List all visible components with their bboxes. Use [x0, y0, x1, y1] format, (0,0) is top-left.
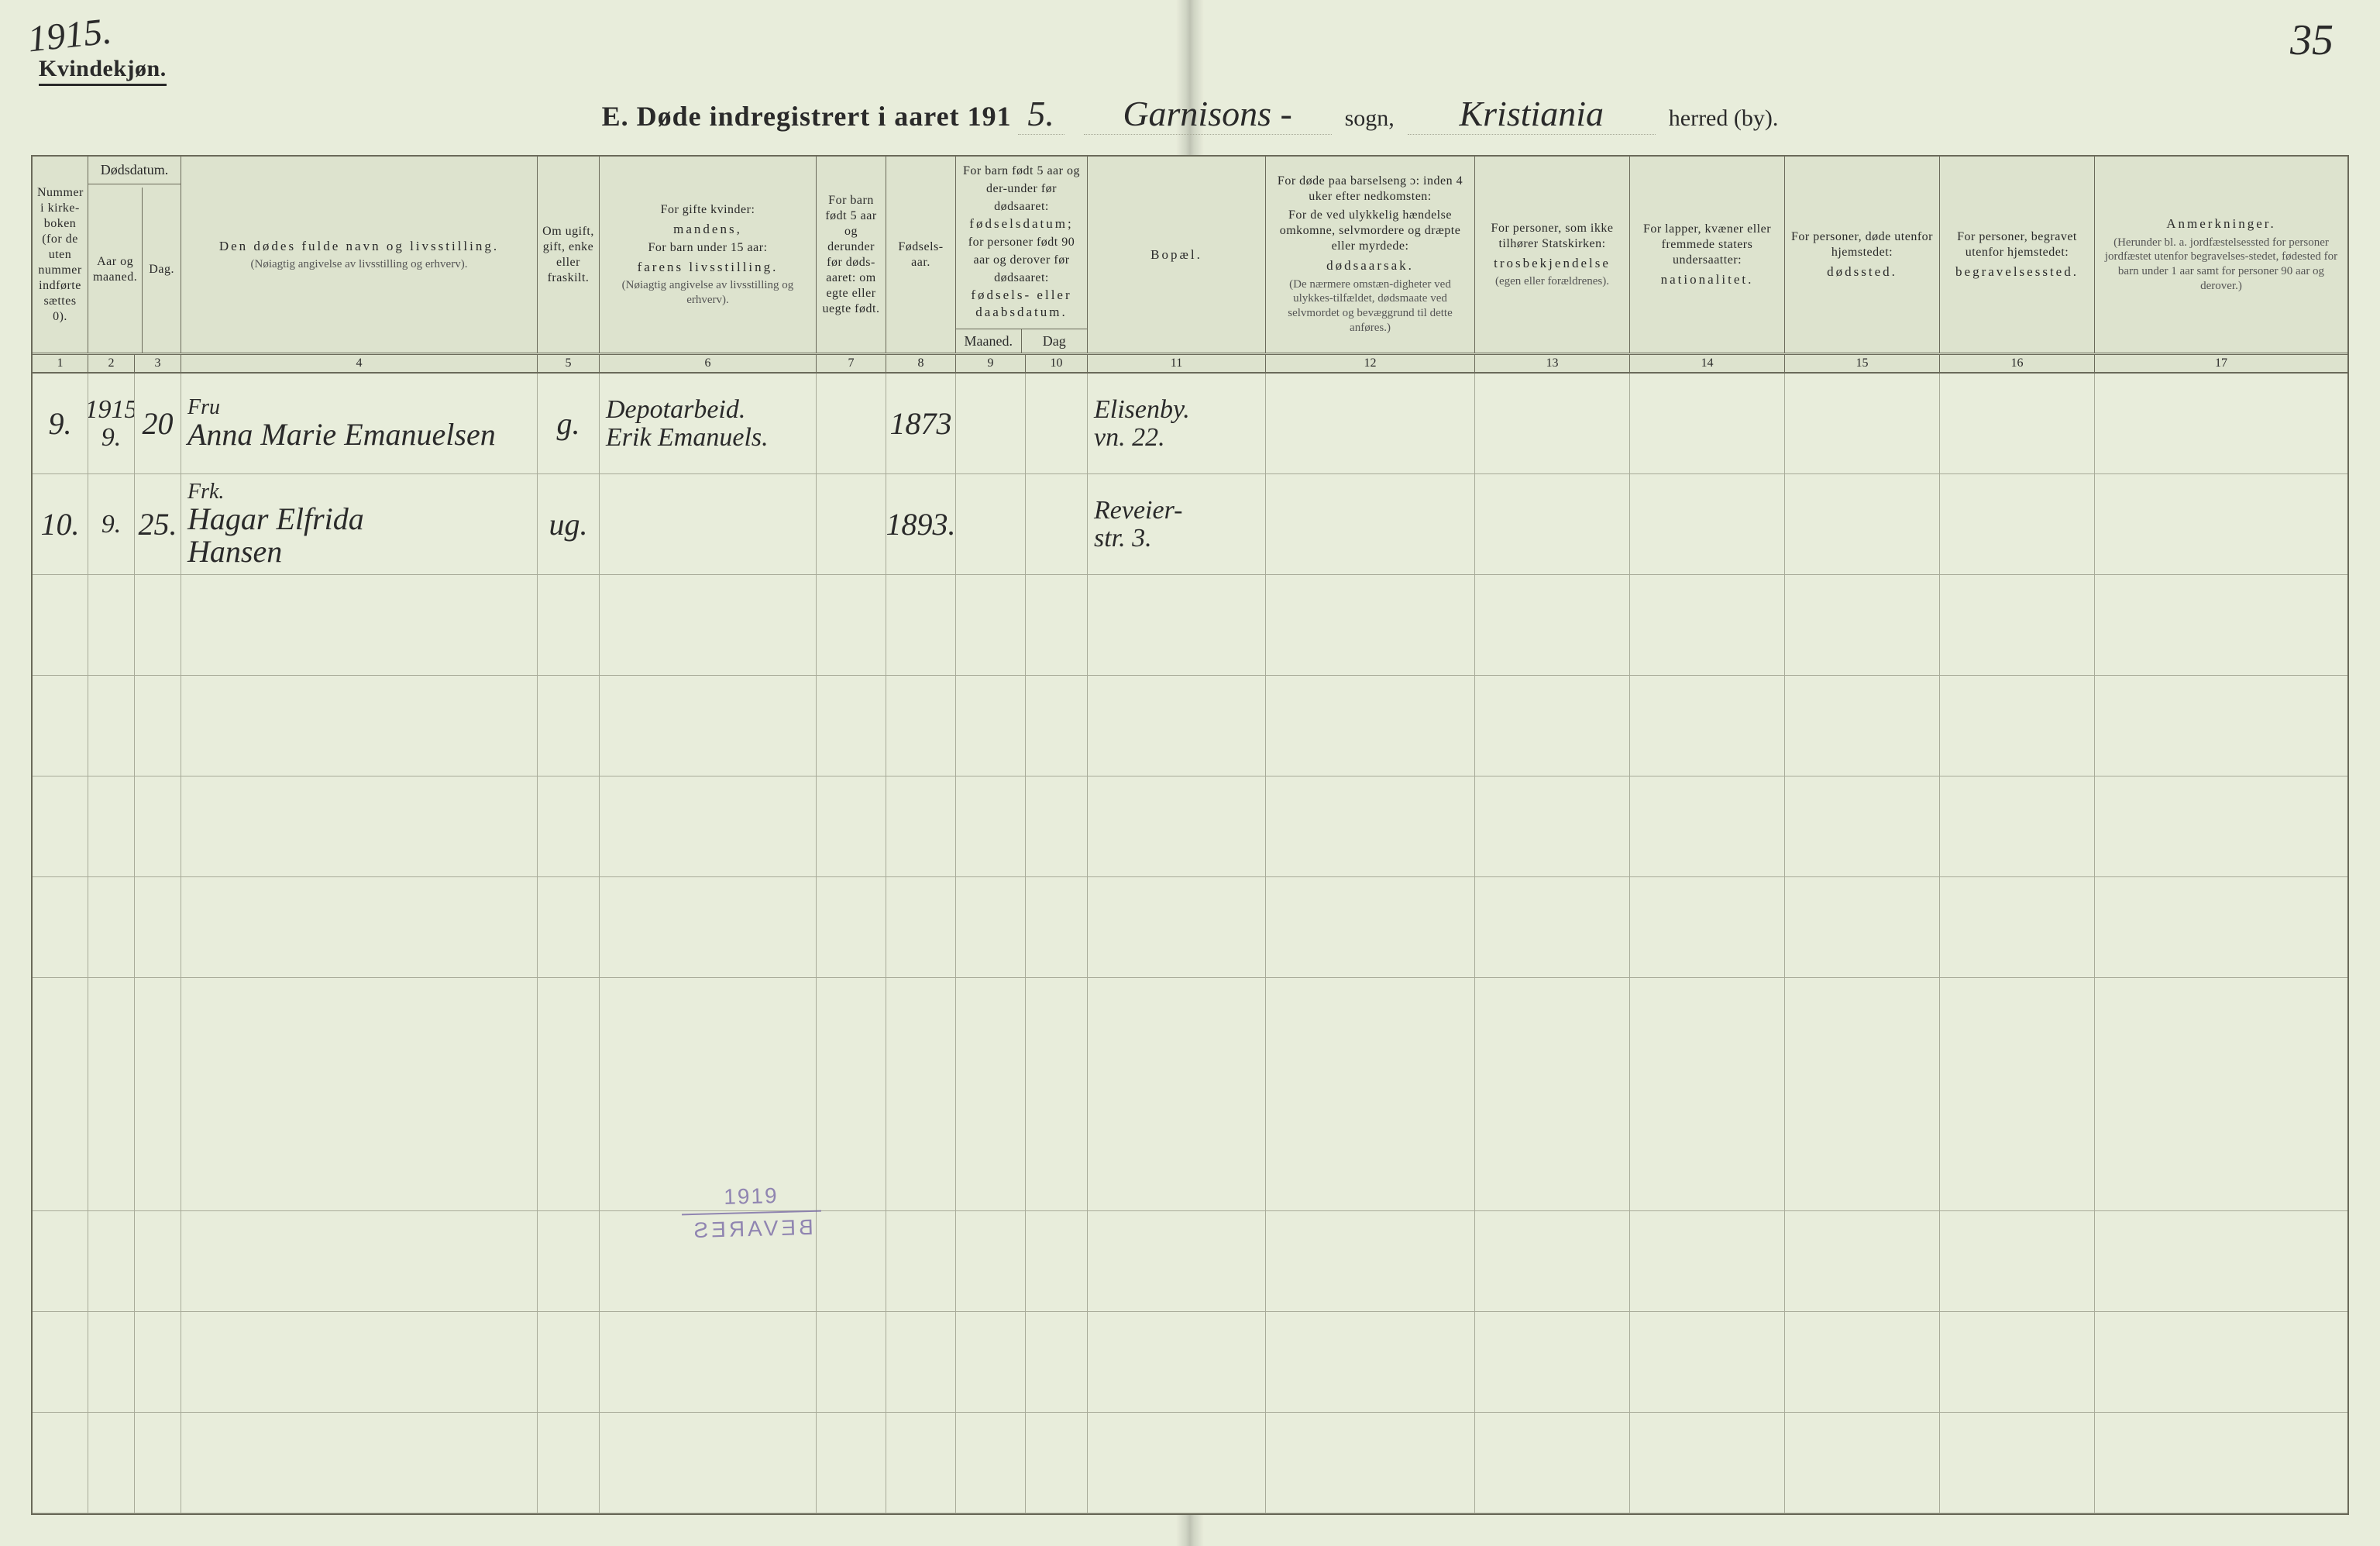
- cell-spouse: [600, 474, 817, 574]
- year-suffix: 5.: [1018, 93, 1064, 135]
- cell-cause: [1266, 474, 1475, 574]
- table-row-empty: [33, 676, 2347, 776]
- cell-anm: [2095, 374, 2347, 473]
- label-herred: herred (by).: [1669, 105, 1779, 131]
- archive-stamp: 1919 BEVARES: [681, 1181, 822, 1245]
- gender-heading: Kvindekjøn.: [39, 56, 167, 86]
- parish-name: Garnisons -: [1084, 93, 1332, 135]
- label-sogn: sogn,: [1345, 105, 1395, 131]
- cell-begrav: [1940, 374, 2095, 473]
- col-9-10-fodselsdatum: For barn født 5 aar og der-under før død…: [956, 157, 1088, 353]
- title-prefix: E. Døde indregistrert i aaret 191: [602, 101, 1012, 132]
- table-row-empty: [33, 1413, 2347, 1513]
- cell-dodssted: [1785, 474, 1940, 574]
- cell-birthyear: 1893.: [886, 474, 956, 574]
- cell-cause: [1266, 374, 1475, 473]
- table-row-empty: [33, 776, 2347, 877]
- col-6-spouse: For gifte kvinder: mandens, For barn und…: [600, 157, 817, 353]
- table-header: Nummer i kirke-boken (for de uten nummer…: [33, 157, 2347, 355]
- table-body: 9. 1915 9. 20 Fru Anna Marie Emanuelsen …: [33, 374, 2347, 1513]
- table-row-empty: [33, 1312, 2347, 1413]
- table-row-empty: [33, 1211, 2347, 1312]
- cell-day: 20: [135, 374, 181, 473]
- col-17-anm: Anmerkninger. (Herunder bl. a. jordfæste…: [2095, 157, 2347, 353]
- cell-anm: [2095, 474, 2347, 574]
- cell-tros: [1475, 474, 1630, 574]
- col-12-aarsak: For døde paa barselseng ɔ: inden 4 uker …: [1266, 157, 1475, 353]
- cell-no: 9.: [33, 374, 88, 473]
- col-13-tros: For personer, som ikke tilhører Statskir…: [1475, 157, 1630, 353]
- cell-nation: [1630, 374, 1785, 473]
- col-7-egte: For barn født 5 aar og derunder før døds…: [817, 157, 886, 353]
- title-line: E. Døde indregistrert i aaret 1915. Garn…: [0, 93, 2380, 135]
- col-14-nation: For lapper, kvæner eller fremmede stater…: [1630, 157, 1785, 353]
- cell-no: 10.: [33, 474, 88, 574]
- cell-birthyear: 1873: [886, 374, 956, 473]
- cell-egte: [817, 374, 886, 473]
- cell-year-month: 9.: [88, 474, 135, 574]
- table-row: 9. 1915 9. 20 Fru Anna Marie Emanuelsen …: [33, 374, 2347, 474]
- cell-day: 25.: [135, 474, 181, 574]
- cell-civil: ug.: [538, 474, 600, 574]
- col-5-civil: Om ugift, gift, enke eller fraskilt.: [538, 157, 600, 353]
- table-row-empty: [33, 877, 2347, 978]
- cell-egte: [817, 474, 886, 574]
- corner-page-number: 35: [2290, 15, 2334, 65]
- col-4-navn: Den dødes fulde navn og livsstilling. (N…: [181, 157, 538, 353]
- col-16-begrav: For personer, begravet utenfor hjemstede…: [1940, 157, 2095, 353]
- cell-birth-month: [956, 374, 1026, 473]
- column-number-row: 1 2 3 4 5 6 7 8 9 10 11 12 13 14 15 16 1…: [33, 355, 2347, 374]
- cell-nation: [1630, 474, 1785, 574]
- cell-birth-day: [1026, 374, 1088, 473]
- col-11-bopael: Bopæl.: [1088, 157, 1266, 353]
- table-row-empty: [33, 575, 2347, 676]
- col-2-3-dodsdatum: Dødsdatum. Aar og maaned. Dag.: [88, 157, 181, 353]
- cell-spouse: Depotarbeid. Erik Emanuels.: [600, 374, 817, 473]
- cell-name: Frk. Hagar Elfrida Hansen: [181, 474, 538, 574]
- col-1-nummer: Nummer i kirke-boken (for de uten nummer…: [33, 157, 88, 353]
- district-name: Kristiania: [1408, 93, 1656, 135]
- table-row-empty: [33, 978, 2347, 1211]
- col-8-fodselsaar: Fødsels-aar.: [886, 157, 956, 353]
- ledger-page: 1915. 35 Kvindekjøn. E. Døde indregistre…: [0, 0, 2380, 1546]
- corner-year: 1915.: [26, 10, 113, 61]
- cell-residence: Elisenby. vn. 22.: [1088, 374, 1266, 473]
- table-row: 10. 9. 25. Frk. Hagar Elfrida Hansen ug.…: [33, 474, 2347, 575]
- cell-begrav: [1940, 474, 2095, 574]
- cell-civil: g.: [538, 374, 600, 473]
- cell-year-month: 1915 9.: [88, 374, 135, 473]
- cell-dodssted: [1785, 374, 1940, 473]
- cell-name: Fru Anna Marie Emanuelsen: [181, 374, 538, 473]
- cell-birth-day: [1026, 474, 1088, 574]
- ledger-table: Nummer i kirke-boken (for de uten nummer…: [31, 155, 2349, 1515]
- col-15-dodssted: For personer, døde utenfor hjemstedet: d…: [1785, 157, 1940, 353]
- cell-residence: Reveier- str. 3.: [1088, 474, 1266, 574]
- cell-birth-month: [956, 474, 1026, 574]
- cell-tros: [1475, 374, 1630, 473]
